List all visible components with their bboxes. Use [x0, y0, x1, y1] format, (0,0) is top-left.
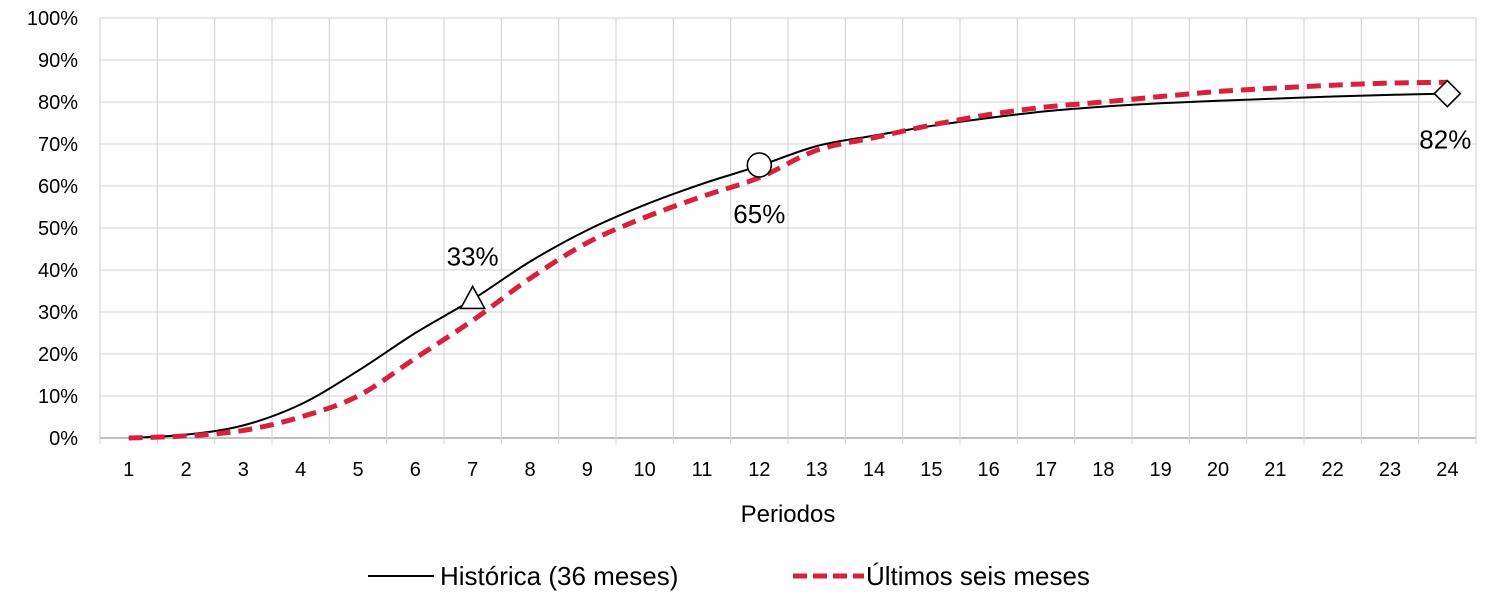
y-tick-label: 30% [38, 302, 78, 324]
x-axis: 1 2 3 4 5 6 7 8 9 10 11 12 13 14 15 16 17 18 19 20 21 22 23 24 [123, 459, 1458, 481]
x-tick-label: 4 [295, 459, 306, 481]
y-tick-label: 10% [38, 386, 78, 408]
x-tick-label: 14 [863, 459, 885, 481]
x-tick-label: 11 [692, 459, 713, 481]
x-tick-label: 24 [1436, 459, 1458, 481]
legend-label-historica: Histórica (36 meses) [440, 561, 678, 591]
x-tick-label: 23 [1379, 459, 1401, 481]
x-tick-label: 20 [1207, 459, 1229, 481]
legend-label-ultimos: Últimos seis meses [866, 561, 1090, 591]
x-tick-label: 12 [748, 459, 770, 481]
chart-grid [99, 17, 1477, 444]
x-tick-label: 15 [920, 459, 942, 481]
triangle-marker [459, 284, 487, 310]
diamond-marker [1433, 79, 1462, 108]
x-tick-label: 1 [123, 459, 134, 481]
x-tick-label: 18 [1092, 459, 1114, 481]
y-tick-label: 20% [38, 344, 78, 366]
annotation-label: 82% [1419, 125, 1471, 155]
x-tick-label: 17 [1035, 459, 1057, 481]
y-tick-label: 100% [27, 8, 78, 30]
x-tick-label: 7 [467, 459, 478, 481]
y-tick-label: 70% [38, 134, 78, 156]
y-tick-label: 60% [38, 176, 78, 198]
y-tick-label: 80% [38, 92, 78, 114]
series-line-ultimos [128, 79, 1448, 441]
x-tick-label: 21 [1264, 459, 1286, 481]
y-axis: 0% 10% 20% 30% 40% 50% 60% 70% 80% 90% 100% [27, 8, 78, 450]
x-tick-label: 2 [180, 459, 191, 481]
x-tick-label: 13 [806, 459, 828, 481]
y-tick-label: 50% [38, 218, 78, 240]
x-tick-label: 6 [410, 459, 421, 481]
x-tick-label: 3 [238, 459, 249, 481]
annotation-layer: 33% 65% 82% [447, 79, 1471, 310]
x-tick-label: 19 [1150, 459, 1172, 481]
x-axis-title: Periodos [741, 501, 836, 528]
legend: Histórica (36 meses) Últimos seis meses [368, 561, 1090, 591]
y-tick-label: 90% [38, 50, 78, 72]
circle-marker [746, 152, 773, 178]
x-tick-label: 16 [978, 459, 1000, 481]
x-tick-label: 5 [352, 459, 363, 481]
x-tick-label: 22 [1322, 459, 1344, 481]
y-tick-label: 40% [38, 260, 78, 282]
annotation-label: 33% [447, 241, 499, 271]
x-tick-label: 8 [524, 459, 535, 481]
y-tick-label: 0% [49, 428, 78, 450]
x-tick-label: 9 [582, 459, 593, 481]
x-tick-label: 10 [634, 459, 656, 481]
annotation-label: 65% [733, 199, 785, 229]
